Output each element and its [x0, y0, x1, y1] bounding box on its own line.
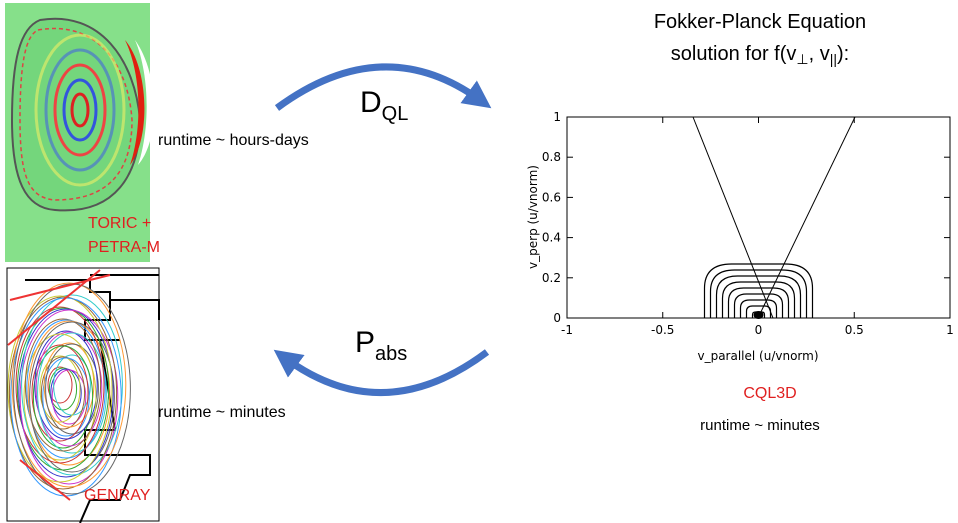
ray — [39, 355, 81, 423]
toric-runtime: runtime ~ hours-days — [158, 132, 309, 149]
ray — [32, 345, 94, 449]
ray — [23, 333, 97, 461]
y-tick-label: 0.2 — [542, 271, 561, 285]
ray — [19, 309, 119, 485]
ray — [51, 369, 87, 425]
ray — [35, 331, 103, 447]
genray-runtime: runtime ~ minutes — [158, 404, 286, 421]
ray — [7, 269, 111, 501]
y-tick-label: 0 — [553, 311, 561, 325]
ray — [42, 357, 90, 437]
ray — [8, 296, 118, 490]
x-tick-label: 0.5 — [845, 323, 864, 337]
arrow-bottom — [273, 349, 490, 396]
contour — [753, 311, 764, 319]
ray — [48, 367, 78, 411]
contour — [709, 269, 808, 318]
ray — [29, 321, 115, 473]
toric-label: PETRA-M — [88, 239, 160, 256]
y-tick-label: 0.8 — [542, 150, 561, 164]
ray — [45, 343, 99, 435]
pabs-label: Pabs — [355, 326, 407, 365]
contour — [733, 293, 784, 318]
cql3d-label: CQL3D — [743, 385, 796, 402]
genray-image — [6, 267, 160, 523]
ray — [21, 294, 123, 476]
plot: v_parallel (u/vnorm) v_perp (u/vnorm) -1… — [526, 110, 954, 363]
ray — [47, 366, 73, 404]
y-tick-label: 0.6 — [542, 190, 561, 204]
boundary — [692, 116, 774, 319]
heading: solution for f(v⊥, v||): — [671, 43, 849, 67]
ray — [40, 356, 86, 430]
ray — [7, 295, 113, 483]
heading: Fokker-Planck Equation — [654, 11, 866, 33]
ray — [26, 319, 106, 459]
ray — [11, 282, 127, 488]
contour — [727, 287, 790, 318]
contour — [703, 263, 814, 318]
ray — [15, 306, 105, 464]
ray — [50, 368, 82, 418]
y-axis-label: v_perp (u/vnorm) — [526, 165, 540, 269]
ray — [31, 344, 89, 442]
toric-image — [5, 3, 155, 262]
dql-label: DQL — [360, 86, 408, 125]
genray-label: GENRAY — [84, 487, 151, 504]
ray — [24, 318, 102, 452]
x-tick-label: -1 — [561, 323, 573, 337]
y-tick-label: 0.4 — [542, 231, 561, 245]
contour — [739, 299, 778, 318]
y-tick-label: 1 — [553, 110, 561, 124]
toric-label: TORIC + — [88, 215, 151, 232]
ray — [18, 308, 114, 478]
ray — [16, 307, 110, 471]
contour — [715, 275, 802, 318]
x-tick-label: 0 — [755, 323, 763, 337]
cql3d-runtime: runtime ~ minutes — [700, 417, 820, 434]
boundary — [757, 116, 856, 319]
ray — [27, 320, 111, 466]
x-tick-label: 1 — [946, 323, 954, 337]
arrow-top — [274, 63, 492, 111]
x-tick-label: -0.5 — [651, 323, 674, 337]
ray — [34, 330, 98, 440]
x-axis-label: v_parallel (u/vnorm) — [697, 349, 818, 363]
ray — [37, 332, 107, 454]
contour — [745, 305, 772, 318]
ray — [43, 342, 95, 428]
